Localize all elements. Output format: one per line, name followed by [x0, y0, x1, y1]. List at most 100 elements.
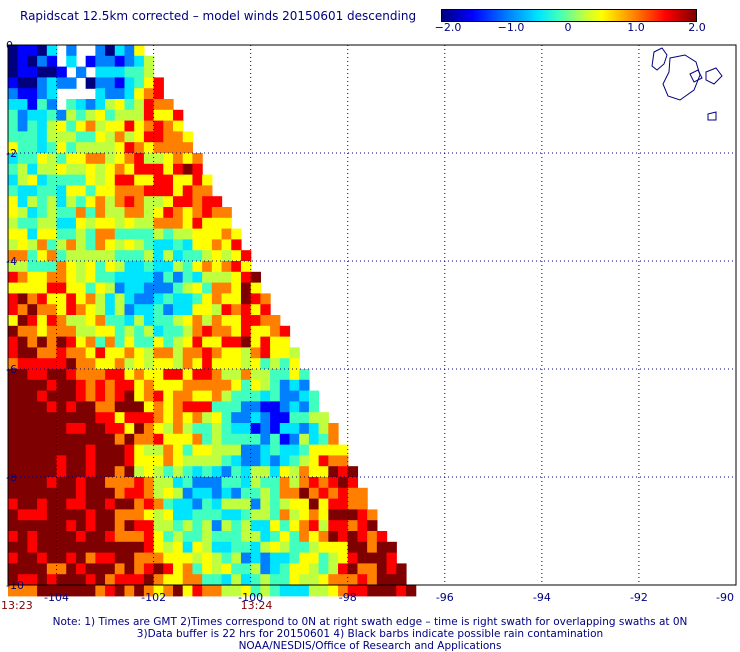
wind-cell [114, 466, 126, 478]
wind-cell [318, 487, 329, 500]
wind-cell [114, 498, 126, 510]
wind-cell [182, 185, 194, 197]
wind-cell [143, 293, 155, 305]
wind-cell [376, 531, 388, 543]
wind-cell [75, 487, 87, 500]
wind-cell [46, 120, 58, 132]
wind-cell [347, 477, 359, 489]
wind-cell [56, 261, 67, 273]
wind-cell [211, 574, 223, 586]
wind-cell [143, 477, 155, 489]
wind-cell [8, 261, 19, 273]
wind-cell [192, 433, 203, 446]
wind-cell [95, 412, 106, 424]
wind-cell [386, 563, 397, 575]
wind-cell [211, 455, 223, 467]
wind-cell [46, 174, 58, 186]
wind-cell [8, 239, 19, 251]
wind-cell [240, 293, 252, 305]
wind-cell [124, 196, 135, 208]
wind-cell [250, 487, 261, 500]
wind-cell [260, 336, 271, 348]
wind-cell [66, 271, 77, 284]
wind-cell [75, 585, 87, 597]
wind-cell [8, 304, 19, 316]
wind-cell [163, 347, 174, 359]
wind-cell [37, 444, 48, 456]
wind-cell [202, 261, 213, 273]
wind-cell [153, 315, 164, 327]
wind-cell [299, 433, 310, 446]
wind-cell [163, 99, 174, 111]
wind-cell [134, 509, 145, 521]
wind-cell [163, 552, 174, 564]
wind-cell [66, 585, 77, 597]
wind-cell [299, 379, 310, 392]
wind-cell [163, 487, 174, 500]
wind-cell [279, 379, 291, 392]
wind-cell [240, 487, 252, 500]
wind-cell [260, 487, 271, 500]
wind-cell [37, 196, 48, 208]
wind-cell [124, 45, 135, 57]
wind-cell [37, 369, 48, 381]
wind-cell [124, 390, 135, 402]
wind-cell [17, 390, 29, 402]
wind-cell [221, 390, 232, 402]
wind-cell [270, 433, 281, 446]
wind-cell [27, 315, 38, 327]
wind-cell [250, 412, 261, 424]
wind-cell [134, 498, 145, 510]
wind-cell [202, 433, 213, 446]
wind-cell [46, 423, 58, 435]
wind-cell [231, 369, 242, 381]
wind-cell [56, 412, 67, 424]
wind-cell [299, 509, 310, 521]
wind-cell [27, 498, 38, 510]
wind-cell [153, 271, 164, 284]
wind-cell [27, 109, 38, 122]
wind-cell [211, 217, 223, 230]
wind-cell [143, 228, 155, 240]
wind-cell [153, 531, 164, 543]
wind-cell [66, 477, 77, 489]
wind-cell [182, 487, 194, 500]
wind-cell [163, 250, 174, 262]
wind-cell [17, 455, 29, 467]
wind-cell [56, 574, 67, 586]
wind-cell [66, 45, 77, 57]
wind-cell [8, 358, 19, 370]
wind-cell [202, 520, 213, 532]
wind-cell [66, 498, 77, 510]
footer-note-1: Note: 1) Times are GMT 2)Times correspon… [52, 616, 688, 628]
wind-cell [173, 379, 184, 392]
wind-cell [46, 541, 58, 554]
wind-cell [279, 347, 291, 359]
wind-cell [124, 541, 135, 554]
x-tick-label: -96 [436, 591, 454, 604]
wind-cell [114, 541, 126, 554]
wind-cell [124, 120, 135, 132]
wind-cell [289, 574, 300, 586]
wind-cell [153, 88, 164, 100]
wind-cell [231, 585, 242, 597]
wind-cell [153, 477, 164, 489]
wind-cell [318, 466, 329, 478]
galapagos-islands [651, 47, 723, 121]
wind-cell [85, 120, 96, 132]
wind-cell [240, 401, 252, 413]
wind-cell [56, 390, 67, 402]
wind-cell [299, 390, 310, 402]
wind-cell [27, 304, 38, 316]
wind-cell [221, 228, 232, 240]
wind-cell [124, 88, 135, 100]
wind-cell [318, 531, 329, 543]
wind-cell [202, 444, 213, 456]
wind-cell [75, 358, 87, 370]
wind-cell [75, 163, 87, 176]
wind-cell [27, 369, 38, 381]
wind-cell [202, 369, 213, 381]
wind-cell [66, 487, 77, 500]
wind-cell [211, 228, 223, 240]
wind-cell [328, 466, 339, 478]
